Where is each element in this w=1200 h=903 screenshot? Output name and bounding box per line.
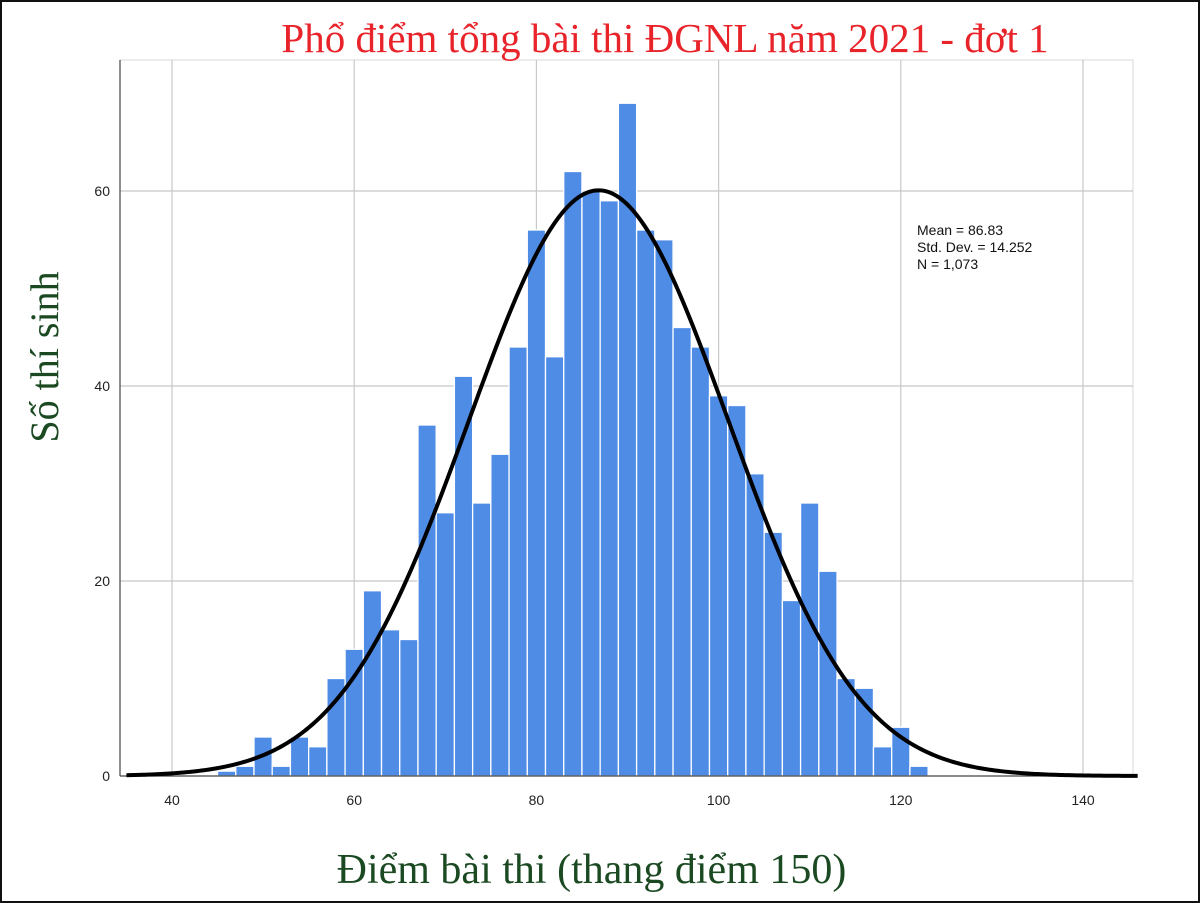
y-tick-label: 40 (94, 378, 110, 394)
histogram-bar (216, 770, 237, 777)
stats-mean: Mean = 86.83 (917, 222, 1004, 238)
x-tick-label: 60 (346, 792, 362, 808)
x-axis-label: Điểm bài thi (thang điểm 150) (336, 847, 847, 893)
histogram-bar (672, 326, 692, 777)
x-tick-label: 80 (529, 792, 545, 808)
histogram-bar (581, 190, 601, 777)
histogram-bar (508, 346, 528, 777)
histogram-bar (690, 346, 711, 777)
histogram-bar (435, 512, 456, 777)
stats-box: Mean = 86.83 Std. Dev. = 14.252 N = 1,07… (917, 222, 1032, 273)
histogram-bar (490, 453, 510, 777)
histogram-bar (635, 229, 656, 777)
histogram-bar (763, 531, 784, 777)
histogram-bar (708, 395, 729, 777)
axes (119, 60, 1133, 777)
histogram-bar (471, 502, 492, 777)
histogram-bar (289, 736, 310, 777)
histogram-bar (417, 424, 437, 777)
histogram-bar (307, 746, 328, 777)
histogram-bar (836, 677, 856, 777)
stats-n: N = 1,073 (917, 256, 979, 272)
histogram-bar (654, 239, 674, 777)
histogram-bar (799, 502, 820, 777)
histogram-bar (781, 599, 802, 777)
histogram-bar (399, 638, 419, 777)
histogram-bar (380, 629, 401, 777)
y-tick-label: 60 (94, 183, 110, 199)
normal-curve-layer (126, 188, 1138, 778)
histogram-bar (544, 356, 565, 777)
histogram-bar (563, 170, 583, 777)
histogram-bar (745, 473, 765, 777)
histogram-bar (599, 200, 620, 777)
histogram-bar (818, 570, 838, 777)
x-tick-label: 100 (707, 792, 731, 808)
tick-labels: 40 60 80 100 120 140 0 20 40 60 (94, 183, 1094, 808)
histogram-bar (271, 765, 292, 777)
y-axis-label: Số thí sinh (22, 271, 67, 443)
histogram-bar (526, 229, 547, 777)
histogram-bar (872, 746, 893, 777)
x-tick-label: 40 (164, 792, 180, 808)
x-tick-label: 140 (1071, 792, 1095, 808)
histogram-bar (909, 765, 929, 777)
stats-std-dev: Std. Dev. = 14.252 (917, 239, 1033, 255)
normal-curve (126, 188, 1138, 778)
chart-title: Phổ điểm tổng bài thi ĐGNL năm 2021 - đơ… (281, 15, 1049, 61)
histogram-bar (362, 590, 383, 777)
histogram-bars (216, 102, 929, 777)
histogram-bar (235, 765, 255, 777)
x-tick-label: 120 (889, 792, 913, 808)
y-tick-label: 20 (94, 573, 110, 589)
y-tick-label: 0 (102, 768, 110, 784)
